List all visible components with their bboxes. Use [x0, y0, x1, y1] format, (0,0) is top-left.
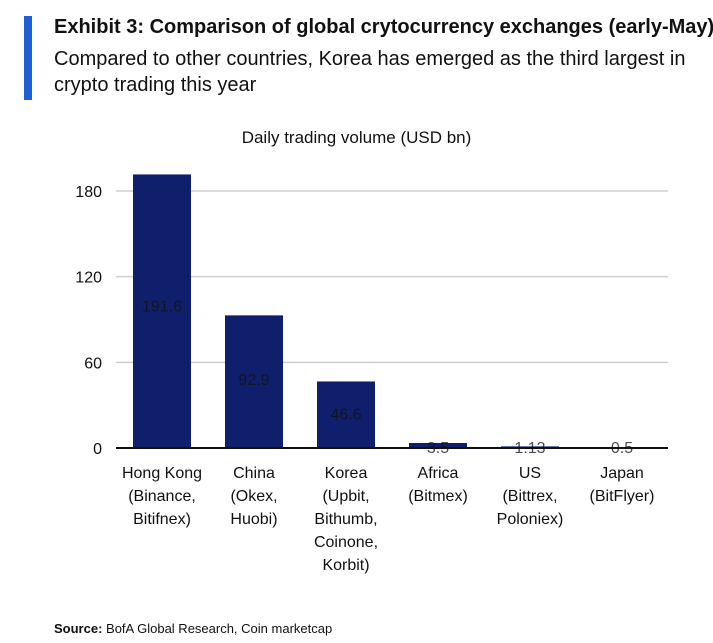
gridlines [116, 190, 668, 364]
data-label: 0.5 [611, 440, 633, 457]
y-tick-label: 60 [84, 355, 102, 372]
y-tick-label: 120 [75, 270, 102, 287]
data-label: 3.5 [427, 440, 449, 457]
x-tick-label-line: (Bittrex, [502, 488, 557, 505]
x-tick-label-line: Huobi) [230, 511, 277, 528]
exhibit-subtitle: Compared to other countries, Korea has e… [54, 48, 686, 96]
source-note: Source: BofA Global Research, Coin marke… [54, 621, 332, 636]
x-tick-label-line: (Upbit, [322, 488, 369, 505]
x-tick-label-line: Bitifnex) [133, 511, 191, 528]
x-tick-label-line: Korea [325, 465, 368, 482]
chart-title: Daily trading volume (USD bn) [241, 128, 472, 147]
source-label: Source: [54, 621, 103, 636]
x-tick-label-line: US [519, 465, 541, 482]
accent-bar [24, 16, 32, 100]
x-tick-label: Japan (BitFlyer) [590, 465, 655, 505]
x-tick-label-line: Africa [418, 465, 459, 482]
data-label: 1.13 [514, 440, 545, 457]
y-tick-label: 180 [75, 184, 102, 201]
bar-chart: 0 60 120 180 191.6 Hong Kong (Binance, Bitifnex… [75, 174, 668, 574]
x-tick-label-line: Bithumb, [314, 511, 377, 528]
y-tick-label: 0 [93, 441, 102, 458]
x-tick-label-line: Hong Kong [122, 465, 202, 482]
bar [317, 381, 375, 448]
bar [225, 315, 283, 448]
x-tick-label-line: Coinone, [314, 534, 378, 551]
x-tick-label-line: China [233, 465, 275, 482]
data-label: 46.6 [330, 406, 361, 423]
data-label: 191.6 [142, 299, 182, 316]
labels: 0 60 120 180 191.6 Hong Kong (Binance, Bitifnex… [75, 184, 654, 574]
x-tick-label: Africa (Bitmex) [408, 465, 468, 505]
x-tick-label-line: (Binance, [128, 488, 196, 505]
exhibit-title: Exhibit 3: Comparison of global crytocur… [54, 16, 713, 38]
x-tick-label-line: Poloniex) [497, 511, 564, 528]
x-tick-label: China (Okex, Huobi) [230, 465, 277, 528]
x-tick-label-line: Japan [600, 465, 644, 482]
x-tick-label: US (Bittrex, Poloniex) [497, 465, 564, 528]
data-label: 92.9 [238, 372, 269, 389]
x-tick-label: Hong Kong (Binance, Bitifnex) [122, 465, 202, 528]
bars [133, 174, 651, 449]
x-tick-label-line: Korbit) [322, 557, 369, 574]
source-text: BofA Global Research, Coin marketcap [106, 621, 333, 636]
x-tick-label-line: (Okex, [230, 488, 277, 505]
bar [133, 174, 191, 448]
x-tick-label: Korea (Upbit, Bithumb, Coinone, Korbit) [314, 465, 378, 574]
x-tick-label-line: (BitFlyer) [590, 488, 655, 505]
bar [409, 443, 467, 448]
x-tick-label-line: (Bitmex) [408, 488, 468, 505]
